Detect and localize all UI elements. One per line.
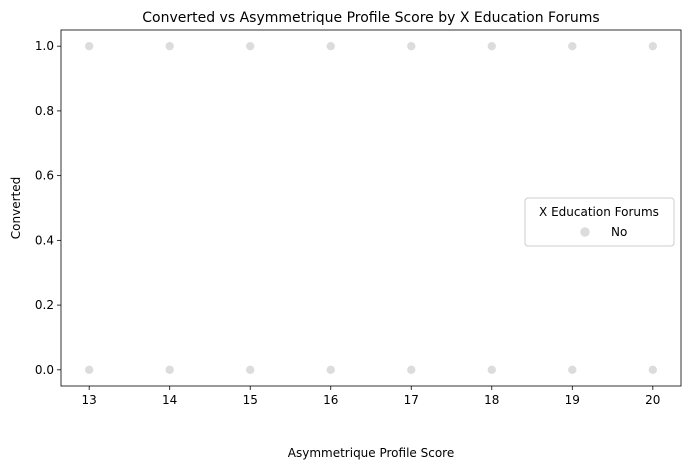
x-tick-label: 14 bbox=[162, 393, 177, 407]
data-point bbox=[486, 41, 497, 51]
legend-title: X Education Forums bbox=[539, 205, 659, 219]
x-tick-label: 20 bbox=[645, 393, 660, 407]
y-tick-label: 0.2 bbox=[35, 298, 54, 312]
y-axis-label: Converted bbox=[9, 177, 23, 239]
y-tick-label: 0.8 bbox=[35, 104, 54, 118]
chart-title: Converted vs Asymmetrique Profile Score … bbox=[142, 10, 599, 26]
legend-entry-label: No bbox=[611, 225, 627, 239]
x-axis: 13 14 15 16 17 18 19 20 bbox=[82, 386, 660, 407]
data-point bbox=[648, 365, 658, 375]
data-point bbox=[325, 365, 336, 375]
data-point bbox=[325, 41, 336, 51]
data-point bbox=[84, 41, 94, 51]
data-point bbox=[164, 41, 175, 51]
y-tick-label: 1.0 bbox=[35, 39, 54, 53]
data-points bbox=[84, 41, 658, 375]
x-tick-label: 18 bbox=[484, 393, 499, 407]
x-tick-label: 17 bbox=[404, 393, 419, 407]
legend-box bbox=[524, 197, 675, 247]
x-tick-label: 15 bbox=[243, 393, 258, 407]
y-tick-label: 0.4 bbox=[35, 233, 54, 247]
legend-marker bbox=[579, 226, 591, 238]
data-point bbox=[648, 41, 658, 51]
data-point bbox=[567, 41, 578, 51]
data-point bbox=[84, 365, 94, 375]
data-point bbox=[164, 365, 175, 375]
data-point bbox=[245, 41, 256, 51]
y-axis: 0.0 0.2 0.4 0.6 0.8 1.0 bbox=[35, 39, 61, 377]
y-tick-label: 0.6 bbox=[35, 169, 54, 183]
data-point bbox=[245, 365, 256, 375]
data-point bbox=[406, 365, 417, 375]
y-tick-label: 0.0 bbox=[35, 363, 54, 377]
x-tick-label: 13 bbox=[82, 393, 97, 407]
legend: X Education Forums No bbox=[524, 197, 675, 247]
x-tick-label: 16 bbox=[323, 393, 338, 407]
x-axis-label: Asymmetrique Profile Score bbox=[288, 446, 454, 460]
data-point bbox=[486, 365, 497, 375]
x-tick-label: 19 bbox=[565, 393, 580, 407]
data-point bbox=[567, 365, 578, 375]
data-point bbox=[406, 41, 417, 51]
